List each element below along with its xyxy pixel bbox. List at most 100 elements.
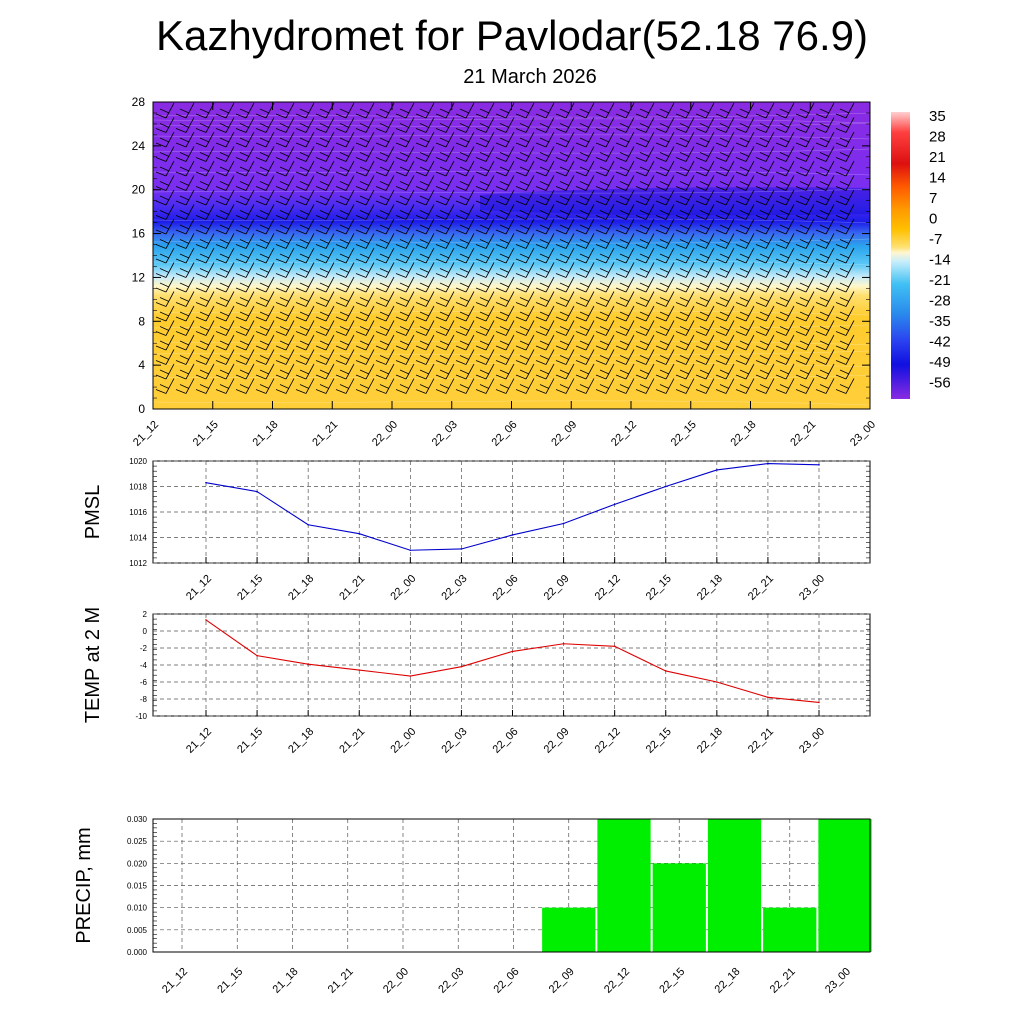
wind-barb xyxy=(775,189,795,206)
precip-x-tick-label: 22_09 xyxy=(547,966,577,996)
wind-barb xyxy=(535,276,555,293)
x-tick-label: 22_06 xyxy=(490,419,520,449)
wind-barb xyxy=(335,334,355,351)
x-tick-label: 22_15 xyxy=(669,419,699,449)
wind-barb xyxy=(515,276,535,293)
wind-barb xyxy=(295,233,315,249)
wind-barb xyxy=(155,233,175,249)
temp-y-tick-label: -4 xyxy=(140,661,148,670)
temp-y-tick-label: -8 xyxy=(140,695,148,704)
wind-barb xyxy=(195,247,215,264)
wind-barb xyxy=(735,349,755,365)
pmsl-point xyxy=(716,469,718,471)
pmsl-x-tick-label: 22_21 xyxy=(746,573,776,603)
wind-barb xyxy=(635,262,655,278)
wind-barb xyxy=(815,320,835,336)
wind-barb xyxy=(535,160,555,177)
wind-barb xyxy=(415,117,435,133)
page-title: Kazhydromet for Pavlodar(52.18 76.9) xyxy=(155,12,869,59)
precip-y-tick-label: 0.015 xyxy=(127,882,148,891)
wind-barb xyxy=(455,131,475,148)
wind-barb xyxy=(595,131,615,148)
wind-barb xyxy=(615,117,635,133)
wind-barb xyxy=(275,175,295,191)
temp-y-tick-label: -10 xyxy=(135,712,147,721)
wind-barb xyxy=(835,378,855,394)
wind-barb xyxy=(335,247,355,264)
wind-barb xyxy=(335,363,355,380)
wind-barb xyxy=(715,218,735,235)
wind-barb xyxy=(735,334,755,351)
wind-barb xyxy=(635,291,655,307)
wind-barb xyxy=(595,189,615,206)
wind-barb xyxy=(715,204,735,220)
wind-barb xyxy=(835,131,855,148)
wind-barb xyxy=(315,233,335,249)
wind-barb xyxy=(255,349,275,365)
wind-barb xyxy=(755,131,775,148)
precip-x-tick-label: 21_15 xyxy=(215,966,245,996)
precip-x-tick-label: 22_21 xyxy=(768,966,798,996)
wind-barb xyxy=(655,233,675,249)
wind-barb xyxy=(255,276,275,293)
wind-barb xyxy=(635,334,655,351)
wind-barb xyxy=(375,146,395,162)
wind-barb xyxy=(815,276,835,293)
wind-barb xyxy=(675,276,695,293)
wind-barb xyxy=(635,363,655,380)
wind-barb xyxy=(335,291,355,307)
wind-barb xyxy=(795,349,815,365)
wind-barb xyxy=(315,175,335,191)
pmsl-x-tick-label: 22_00 xyxy=(388,573,418,603)
wind-barb xyxy=(575,363,595,380)
wind-barb xyxy=(815,131,835,148)
wind-barb xyxy=(215,218,235,235)
wind-barb xyxy=(615,349,635,365)
wind-barb xyxy=(495,334,515,351)
wind-barb xyxy=(695,262,715,278)
wind-barb xyxy=(155,349,175,365)
wind-barb xyxy=(815,189,835,206)
wind-barb xyxy=(395,378,415,394)
wind-barb xyxy=(475,131,495,148)
temp-point xyxy=(460,665,463,668)
wind-barb xyxy=(215,175,235,191)
wind-barb xyxy=(735,233,755,249)
wind-barb xyxy=(375,305,395,322)
wind-barb xyxy=(775,131,795,148)
wind-barb xyxy=(575,305,595,322)
wind-barb xyxy=(455,291,475,307)
wind-barb xyxy=(515,291,535,307)
wind-barb xyxy=(435,276,455,293)
wind-barb xyxy=(355,117,375,133)
wind-barb xyxy=(475,218,495,235)
wind-barb xyxy=(195,146,215,162)
wind-barb xyxy=(535,117,555,133)
wind-barb xyxy=(195,160,215,177)
wind-barb xyxy=(455,247,475,264)
colorbar xyxy=(891,112,910,399)
wind-barb xyxy=(235,363,255,380)
pmsl-point xyxy=(205,481,207,484)
temp-point xyxy=(256,654,258,657)
x-tick-label: 21_21 xyxy=(310,419,340,449)
temp-x-tick-label: 22_03 xyxy=(439,726,469,756)
wind-barb xyxy=(775,117,795,133)
wind-barb xyxy=(535,363,555,380)
y-tick-label: 24 xyxy=(132,139,146,153)
wind-barb xyxy=(355,189,375,206)
wind-barb xyxy=(435,291,455,307)
wind-barb xyxy=(615,305,635,322)
wind-barb xyxy=(515,320,535,336)
wind-barb xyxy=(355,305,375,322)
wind-barb xyxy=(575,349,595,365)
wind-barb xyxy=(755,175,775,191)
wind-barb xyxy=(695,247,715,264)
contour-line xyxy=(152,134,871,140)
wind-barb xyxy=(475,363,495,380)
wind-barb xyxy=(375,320,395,336)
wind-barb xyxy=(615,160,635,177)
wind-barb xyxy=(655,189,675,206)
wind-barb xyxy=(355,378,375,394)
wind-barb xyxy=(215,146,235,162)
